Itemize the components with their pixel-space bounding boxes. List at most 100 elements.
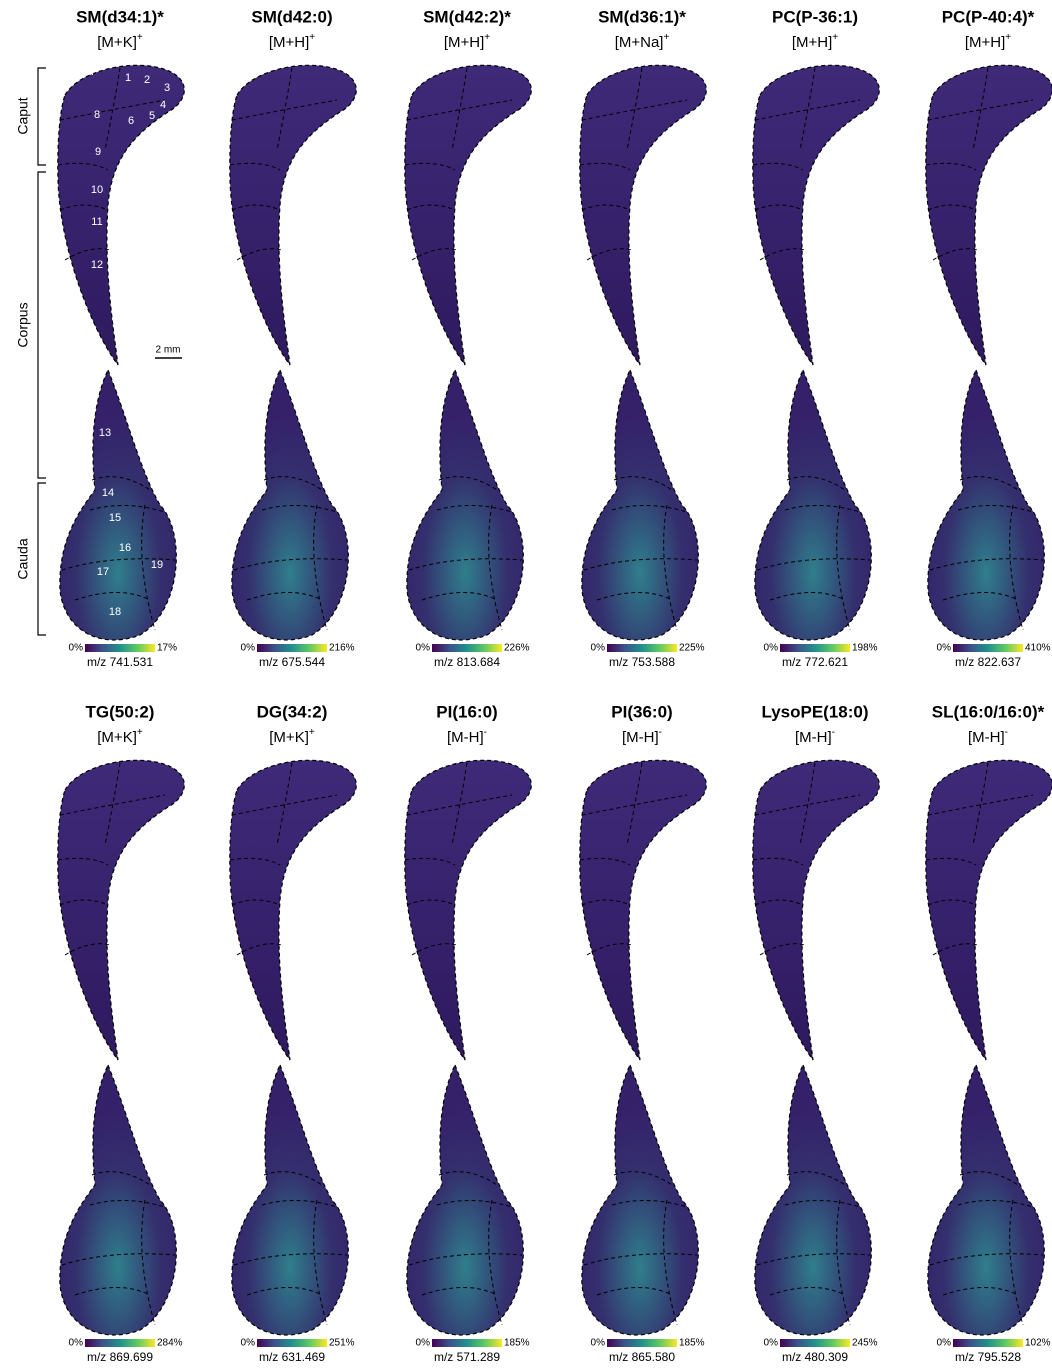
adduct-ion: [M+Na]	[615, 34, 664, 51]
adduct-ion: [M-H]	[447, 729, 484, 746]
zone-number: 5	[149, 110, 155, 122]
colorbar-min: 0%	[241, 643, 256, 654]
zone-number: 4	[160, 99, 166, 111]
adduct: [M-H]-	[447, 727, 487, 746]
panel-title: SM(d36:1)*	[598, 7, 686, 26]
tissue-upper	[230, 65, 357, 365]
colorbar-max: 251%	[329, 1338, 355, 1349]
adduct-charge: -	[484, 727, 487, 738]
tissue-upper	[580, 760, 707, 1060]
mz-label: m/z 571.289	[434, 1350, 500, 1364]
adduct: [M+H]+	[444, 32, 490, 51]
zone-number: 18	[109, 606, 121, 618]
zone-number: 2	[144, 74, 150, 86]
zone-number: 17	[97, 566, 109, 578]
colorbar-min: 0%	[241, 1338, 256, 1349]
colorbar-max: 410%	[1025, 643, 1051, 654]
panel-title: PI(16:0)	[436, 702, 497, 721]
colorbar-max: 245%	[852, 1338, 878, 1349]
mz-label: m/z 772.621	[782, 655, 848, 669]
colorbar	[953, 644, 1023, 652]
colorbar-min: 0%	[69, 1338, 84, 1349]
tissue-upper	[405, 760, 532, 1060]
tissue-upper	[580, 65, 707, 365]
colorbar-max: 17%	[157, 643, 177, 654]
zone-number: 15	[109, 512, 121, 524]
adduct-ion: [M-H]	[622, 729, 659, 746]
tissue-upper	[58, 760, 185, 1060]
colorbar	[607, 1339, 677, 1347]
adduct: [M+H]+	[965, 32, 1011, 51]
adduct: [M-H]-	[795, 727, 835, 746]
adduct: [M+Na]+	[615, 32, 670, 51]
adduct-ion: [M+K]	[97, 729, 137, 746]
colorbar-max: 216%	[329, 643, 355, 654]
colorbar-min: 0%	[937, 1338, 952, 1349]
scale-bar-label: 2 mm	[156, 345, 181, 356]
mz-label: m/z 795.528	[955, 1350, 1021, 1364]
region-label: Corpus	[15, 302, 31, 347]
mz-label: m/z 865.580	[609, 1350, 675, 1364]
zone-number: 19	[151, 559, 163, 571]
colorbar	[953, 1339, 1023, 1347]
adduct-charge: +	[137, 727, 143, 738]
adduct-charge: +	[484, 32, 490, 43]
colorbar	[607, 644, 677, 652]
colorbar-max: 185%	[679, 1338, 705, 1349]
panel: SM(d42:0)[M+H]+0%216%m/z 675.544	[230, 7, 357, 669]
panel: SM(d42:2)*[M+H]+0%226%m/z 813.684	[405, 7, 532, 669]
panel: PI(16:0)[M-H]-0%185%m/z 571.289	[405, 702, 532, 1364]
colorbar-min: 0%	[591, 643, 606, 654]
panel: SM(d36:1)*[M+Na]+0%225%m/z 753.588	[580, 7, 707, 669]
colorbar	[85, 644, 155, 652]
adduct-ion: [M-H]	[968, 729, 1005, 746]
mz-label: m/z 480.309	[782, 1350, 848, 1364]
panel-title: DG(34:2)	[257, 702, 328, 721]
adduct-charge: +	[309, 32, 315, 43]
tissue-upper	[753, 760, 880, 1060]
colorbar	[85, 1339, 155, 1347]
mz-label: m/z 869.699	[87, 1350, 153, 1364]
adduct-ion: [M+K]	[269, 729, 309, 746]
colorbar-min: 0%	[937, 643, 952, 654]
adduct-charge: +	[1005, 32, 1011, 43]
panel: PI(36:0)[M-H]-0%185%m/z 865.580	[580, 702, 707, 1364]
adduct: [M-H]-	[622, 727, 662, 746]
adduct-ion: [M+H]	[792, 34, 832, 51]
colorbar-min: 0%	[764, 1338, 779, 1349]
adduct-charge: +	[309, 727, 315, 738]
tissue-upper	[926, 760, 1052, 1060]
panel-title: SL(16:0/16:0)*	[932, 702, 1045, 721]
region-label: Caput	[15, 97, 31, 134]
tissue-upper	[753, 65, 880, 365]
tissue-upper	[926, 65, 1052, 365]
colorbar-max: 284%	[157, 1338, 183, 1349]
adduct: [M+H]+	[269, 32, 315, 51]
adduct: [M+K]+	[97, 727, 143, 746]
zone-number: 14	[102, 487, 114, 499]
figure: SM(d34:1)*[M+K]+0%17%m/z 741.531SM(d42:0…	[0, 0, 1052, 1365]
colorbar-min: 0%	[416, 1338, 431, 1349]
adduct: [M+H]+	[792, 32, 838, 51]
mz-label: m/z 675.544	[259, 655, 325, 669]
panel: LysoPE(18:0) [M-H]- 0% 245% m/z 480.309	[753, 702, 880, 1364]
adduct-charge: -	[832, 727, 835, 738]
colorbar-max: 102%	[1025, 1338, 1051, 1349]
zone-number: 7	[90, 66, 96, 78]
adduct-charge: +	[832, 32, 838, 43]
colorbar-min: 0%	[69, 643, 84, 654]
colorbar	[257, 644, 327, 652]
adduct-ion: [M-H]	[795, 729, 832, 746]
panel-title: PI(36:0)	[611, 702, 672, 721]
mz-label: m/z 813.684	[434, 655, 500, 669]
panel-title: LysoPE(18:0)	[761, 702, 868, 721]
colorbar	[257, 1339, 327, 1347]
zone-number: 9	[95, 146, 101, 158]
colorbar	[780, 644, 850, 652]
adduct-ion: [M+H]	[269, 34, 309, 51]
zone-number: 16	[119, 542, 131, 554]
adduct: [M+K]+	[97, 32, 143, 51]
adduct: [M+K]+	[269, 727, 315, 746]
adduct-ion: [M+K]	[97, 34, 137, 51]
mz-label: m/z 741.531	[87, 655, 153, 669]
